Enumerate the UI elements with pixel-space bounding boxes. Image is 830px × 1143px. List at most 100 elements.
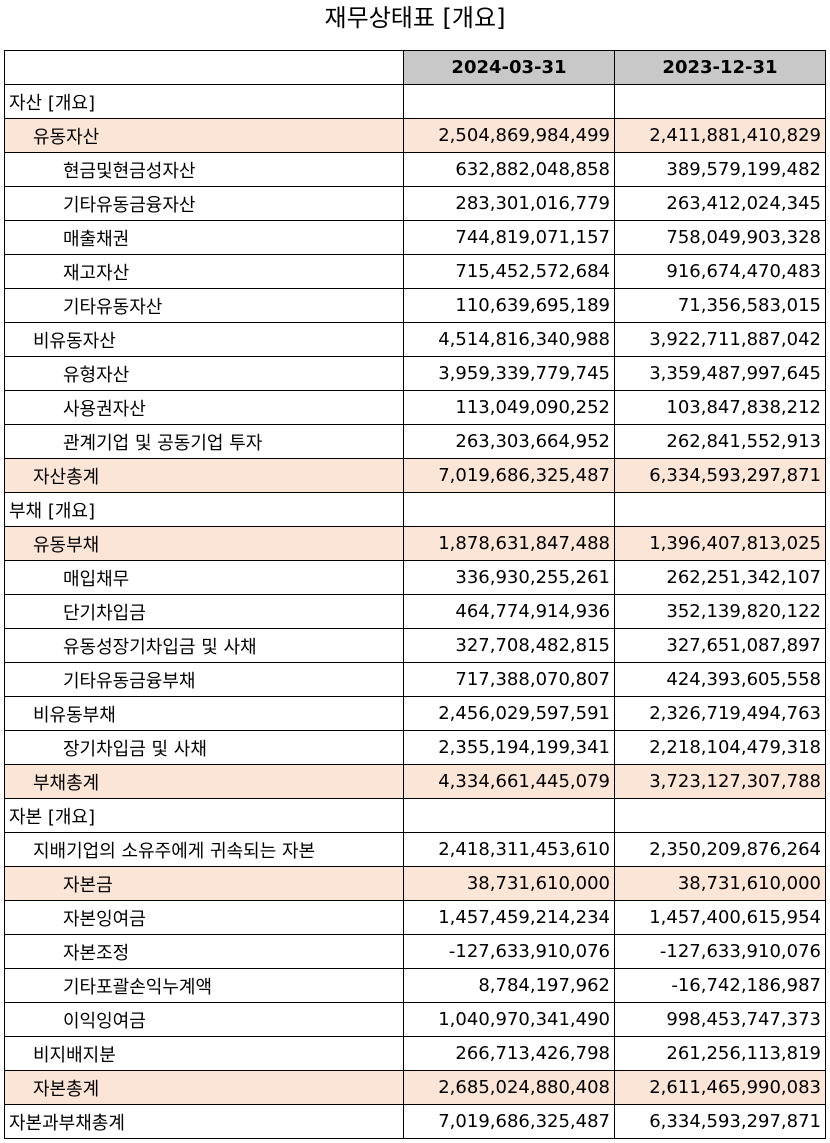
value-2023-12-31: 3,723,127,307,788 [614, 764, 826, 799]
value-2024-03-31: 744,819,071,157 [403, 220, 615, 255]
table-body: 자산 [개요] 유동자산 2,504,869,984,499 2,411,881,41… [4, 84, 826, 1139]
table-header-row: 2024-03-31 2023-12-31 [4, 50, 826, 85]
value-2024-03-31: 327,708,482,815 [403, 628, 615, 663]
table-row: 자본잉여금 1,457,459,214,234 1,457,400,615,954 [4, 900, 826, 935]
value-2024-03-31: 110,639,695,189 [403, 288, 615, 323]
table-row: 비유동부채 2,456,029,597,591 2,326,719,494,763 [4, 696, 826, 731]
value-2023-12-31: 758,049,903,328 [614, 220, 826, 255]
value-2024-03-31: -127,633,910,076 [403, 934, 615, 969]
value-2023-12-31: -16,742,186,987 [614, 968, 826, 1003]
value-2023-12-31: 3,359,487,997,645 [614, 356, 826, 391]
row-label: 매입채무 [4, 560, 404, 595]
table-row: 자본총계 2,685,024,880,408 2,611,465,990,083 [4, 1070, 826, 1105]
row-label: 유동성장기차입금 및 사채 [4, 628, 404, 663]
value-2024-03-31: 2,418,311,453,610 [403, 832, 615, 867]
value-2023-12-31: -127,633,910,076 [614, 934, 826, 969]
table-row: 기타유동자산 110,639,695,189 71,356,583,015 [4, 288, 826, 323]
value-2024-03-31: 263,303,664,952 [403, 424, 615, 459]
table-row: 자본조정 -127,633,910,076 -127,633,910,076 [4, 934, 826, 969]
value-2023-12-31: 916,674,470,483 [614, 254, 826, 289]
row-label: 유동자산 [4, 118, 404, 153]
row-label: 재고자산 [4, 254, 404, 289]
value-2023-12-31: 327,651,087,897 [614, 628, 826, 663]
value-2024-03-31: 4,334,661,445,079 [403, 764, 615, 799]
row-label: 자본조정 [4, 934, 404, 969]
row-label: 단기차입금 [4, 594, 404, 629]
value-2023-12-31 [614, 798, 826, 833]
table-row: 비유동자산 4,514,816,340,988 3,922,711,887,042 [4, 322, 826, 357]
row-label: 유동부채 [4, 526, 404, 561]
row-label: 비유동부채 [4, 696, 404, 731]
table-row: 지배기업의 소유주에게 귀속되는 자본 2,418,311,453,610 2,35… [4, 832, 826, 867]
row-label: 유형자산 [4, 356, 404, 391]
value-2023-12-31: 2,326,719,494,763 [614, 696, 826, 731]
value-2023-12-31: 6,334,593,297,871 [614, 1104, 826, 1139]
row-label: 기타포괄손익누계액 [4, 968, 404, 1003]
row-label: 비유동자산 [4, 322, 404, 357]
table-row: 사용권자산 113,049,090,252 103,847,838,212 [4, 390, 826, 425]
table-row: 부채총계 4,334,661,445,079 3,723,127,307,788 [4, 764, 826, 799]
value-2023-12-31: 2,611,465,990,083 [614, 1070, 826, 1105]
table-row: 유동자산 2,504,869,984,499 2,411,881,410,829 [4, 118, 826, 153]
value-2024-03-31: 8,784,197,962 [403, 968, 615, 1003]
value-2024-03-31 [403, 798, 615, 833]
value-2024-03-31: 38,731,610,000 [403, 866, 615, 901]
value-2024-03-31: 7,019,686,325,487 [403, 458, 615, 493]
row-label: 자산총계 [4, 458, 404, 493]
row-label: 기타유동자산 [4, 288, 404, 323]
table-row: 자본금 38,731,610,000 38,731,610,000 [4, 866, 826, 901]
row-label: 자본 [개요] [4, 798, 404, 833]
value-2024-03-31: 7,019,686,325,487 [403, 1104, 615, 1139]
value-2023-12-31 [614, 492, 826, 527]
value-2023-12-31: 261,256,113,819 [614, 1036, 826, 1071]
row-label: 관계기업 및 공동기업 투자 [4, 424, 404, 459]
value-2024-03-31 [403, 492, 615, 527]
table-row: 유형자산 3,959,339,779,745 3,359,487,997,645 [4, 356, 826, 391]
value-2023-12-31 [614, 84, 826, 119]
row-label: 이익잉여금 [4, 1002, 404, 1037]
value-2023-12-31: 2,350,209,876,264 [614, 832, 826, 867]
value-2023-12-31: 998,453,747,373 [614, 1002, 826, 1037]
row-label: 자본총계 [4, 1070, 404, 1105]
table-row: 재고자산 715,452,572,684 916,674,470,483 [4, 254, 826, 289]
value-2023-12-31: 6,334,593,297,871 [614, 458, 826, 493]
value-2024-03-31: 4,514,816,340,988 [403, 322, 615, 357]
value-2024-03-31: 1,878,631,847,488 [403, 526, 615, 561]
page-title: 재무상태표 [개요] [324, 4, 506, 32]
value-2023-12-31: 103,847,838,212 [614, 390, 826, 425]
table-row: 자산 [개요] [4, 84, 826, 119]
value-2024-03-31: 266,713,426,798 [403, 1036, 615, 1071]
table-row: 현금및현금성자산 632,882,048,858 389,579,199,482 [4, 152, 826, 187]
table-row: 유동부채 1,878,631,847,488 1,396,407,813,025 [4, 526, 826, 561]
value-2024-03-31: 2,685,024,880,408 [403, 1070, 615, 1105]
table-row: 유동성장기차입금 및 사채 327,708,482,815 327,651,087,… [4, 628, 826, 663]
value-2023-12-31: 71,356,583,015 [614, 288, 826, 323]
column-header-2024-03-31: 2024-03-31 [403, 50, 615, 85]
table-row: 단기차입금 464,774,914,936 352,139,820,122 [4, 594, 826, 629]
value-2024-03-31: 1,040,970,341,490 [403, 1002, 615, 1037]
table-row: 비지배지분 266,713,426,798 261,256,113,819 [4, 1036, 826, 1071]
value-2024-03-31: 715,452,572,684 [403, 254, 615, 289]
row-label: 기타유동금융자산 [4, 186, 404, 221]
table-row: 매입채무 336,930,255,261 262,251,342,107 [4, 560, 826, 595]
row-label: 자본잉여금 [4, 900, 404, 935]
value-2023-12-31: 1,457,400,615,954 [614, 900, 826, 935]
value-2024-03-31: 283,301,016,779 [403, 186, 615, 221]
value-2024-03-31: 3,959,339,779,745 [403, 356, 615, 391]
value-2024-03-31: 632,882,048,858 [403, 152, 615, 187]
table-row: 부채 [개요] [4, 492, 826, 527]
value-2023-12-31: 263,412,024,345 [614, 186, 826, 221]
row-label: 현금및현금성자산 [4, 152, 404, 187]
value-2023-12-31: 2,411,881,410,829 [614, 118, 826, 153]
row-label: 자본금 [4, 866, 404, 901]
value-2023-12-31: 262,841,552,913 [614, 424, 826, 459]
value-2023-12-31: 2,218,104,479,318 [614, 730, 826, 765]
balance-sheet-table: 2024-03-31 2023-12-31 자산 [개요] 유동자산 2,504,8… [4, 50, 826, 1139]
row-label: 자산 [개요] [4, 84, 404, 119]
table-row: 자산총계 7,019,686,325,487 6,334,593,297,871 [4, 458, 826, 493]
value-2024-03-31: 2,355,194,199,341 [403, 730, 615, 765]
row-label: 지배기업의 소유주에게 귀속되는 자본 [4, 832, 404, 867]
value-2024-03-31: 113,049,090,252 [403, 390, 615, 425]
value-2024-03-31: 717,388,070,807 [403, 662, 615, 697]
header-blank-cell [4, 50, 404, 85]
